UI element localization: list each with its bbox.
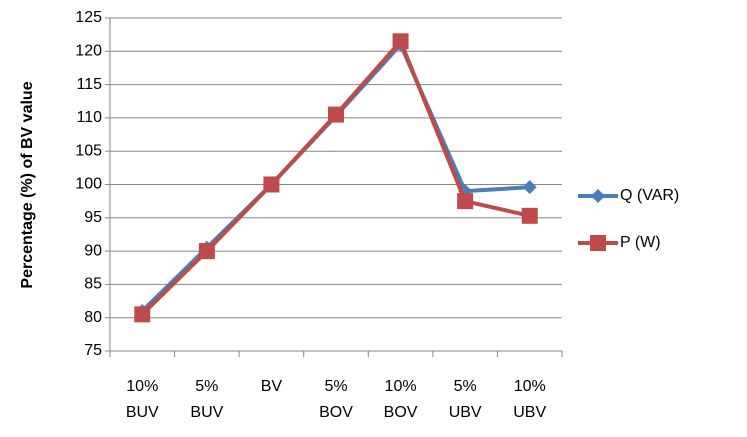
- y-tick-label: 85: [84, 276, 102, 293]
- point: [134, 306, 151, 323]
- x-tick-label: 5% BUV: [190, 378, 223, 421]
- y-tick-label: 95: [84, 209, 102, 226]
- point: [457, 193, 474, 210]
- legend-marker: [590, 235, 606, 251]
- y-axis-label: Percentage (%) of BV value: [19, 81, 36, 288]
- series-line: [140, 39, 531, 316]
- y-tick-label: 80: [84, 309, 102, 326]
- x-tick-label: 10% BOV: [384, 378, 418, 421]
- legend-marker: [591, 189, 605, 203]
- legend-label: Q (VAR): [620, 187, 679, 204]
- x-tick-label: BV: [261, 378, 283, 395]
- point: [521, 207, 538, 224]
- x-tick-label: 10% BUV: [126, 378, 159, 421]
- y-tick-label: 115: [76, 76, 102, 93]
- x-tick-label: 5% BOV: [319, 378, 353, 421]
- point: [198, 243, 215, 260]
- y-tick-label: 110: [76, 109, 102, 126]
- y-tick-label: 75: [84, 342, 102, 359]
- y-tick-label: 125: [75, 9, 102, 26]
- point: [522, 180, 537, 195]
- point: [392, 33, 409, 50]
- y-tick-label: 90: [84, 242, 102, 259]
- point: [328, 106, 344, 123]
- point: [263, 176, 280, 193]
- x-tick-label: 5% UBV: [449, 378, 482, 421]
- y-tick-label: 120: [75, 43, 102, 60]
- x-tick-label: 10% UBV: [513, 378, 546, 421]
- y-tick-label: 105: [75, 142, 102, 159]
- y-tick-label: 100: [75, 176, 102, 193]
- legend-label: P (W): [620, 234, 661, 251]
